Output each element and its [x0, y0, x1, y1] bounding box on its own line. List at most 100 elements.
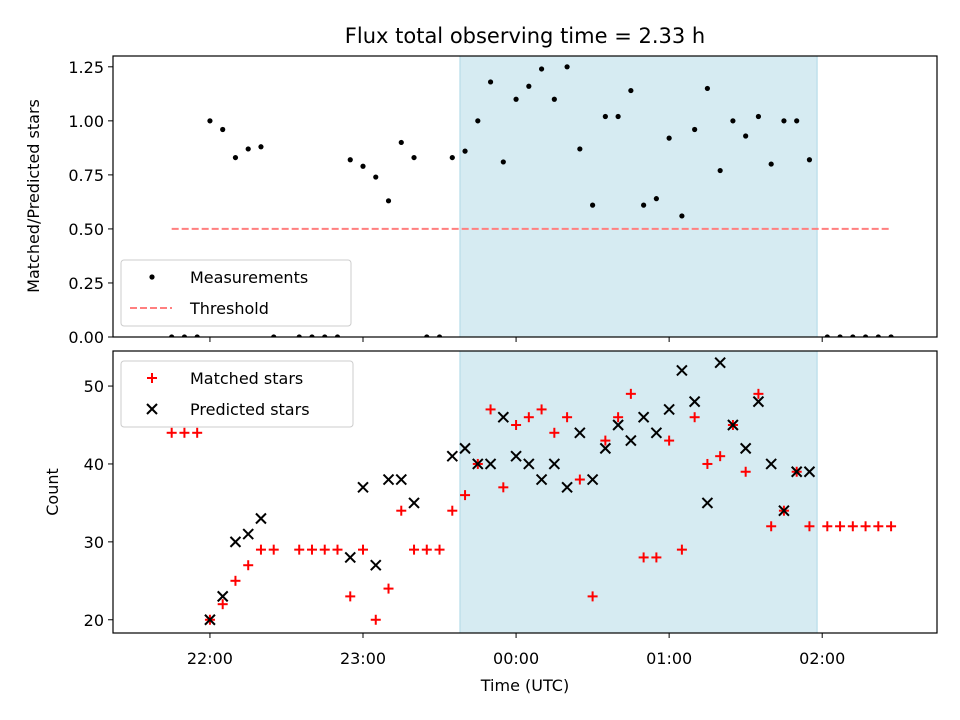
measurement-point: [837, 334, 843, 337]
predicted-stars-stroke: [688, 395, 701, 408]
matched-stars-point: [255, 544, 266, 555]
matched-stars-point: [409, 544, 420, 555]
predicted-stars-stroke: [625, 434, 637, 447]
measurement-point: [207, 118, 213, 124]
measurement-point: [169, 334, 175, 337]
predicted-stars-point: [408, 497, 420, 509]
predicted-stars-point: [204, 614, 216, 626]
measurement-point: [850, 334, 856, 337]
measurement-point: [717, 167, 723, 174]
predicted-stars-point: [752, 395, 765, 408]
measurement-point: [692, 126, 698, 133]
predicted-stars-stroke: [382, 473, 395, 486]
predicted-stars-stroke: [548, 458, 561, 470]
predicted-stars-point: [497, 411, 510, 423]
predicted-stars-stroke: [778, 504, 790, 517]
y-tick-label: 50: [84, 377, 104, 396]
matched-stars-point: [434, 544, 445, 555]
plot-area: [166, 356, 897, 626]
measurement-point: [449, 154, 455, 161]
predicted-stars-stroke: [472, 458, 484, 470]
measurement-point: [730, 118, 736, 124]
measurement-point: [500, 159, 506, 165]
measurement-point: [271, 334, 277, 337]
y-tick-label: 40: [84, 455, 104, 474]
measurement-point: [743, 133, 749, 139]
predicted-stars-stroke: [446, 450, 459, 462]
x-tick-label: 22:00: [187, 649, 233, 668]
measurement-point: [755, 113, 762, 120]
y-tick-label: 20: [84, 611, 104, 630]
matched-stars-point: [370, 614, 381, 625]
measurement-point: [824, 334, 830, 337]
predicted-stars-stroke: [727, 419, 739, 431]
measurement-point: [641, 202, 647, 208]
measurement-point: [538, 66, 545, 72]
matched-stars-point: [600, 435, 611, 446]
predicted-stars-point: [739, 442, 752, 455]
matched-stars-point: [822, 521, 833, 532]
matched-stars-point: [664, 435, 675, 446]
predicted-stars-stroke: [255, 512, 267, 525]
predicted-stars-point: [344, 551, 356, 564]
measurement-point: [628, 87, 634, 94]
matched-stars-point: [230, 575, 241, 586]
y-axis-label-ratio: Matched/Predicted stars: [24, 99, 43, 293]
measurement-point: [794, 118, 800, 124]
matched-stars-point: [740, 466, 751, 477]
predicted-stars-stroke: [395, 473, 407, 486]
measurement-point: [551, 96, 557, 102]
x-axis-label: Time (UTC): [480, 676, 569, 695]
predicted-stars-point: [612, 419, 624, 431]
measurement-point: [475, 118, 481, 124]
measurement-point: [590, 202, 596, 208]
matched-stars-point: [804, 521, 815, 532]
predicted-stars-point: [765, 458, 777, 470]
measurement-point: [296, 334, 302, 337]
matched-stars-point: [523, 412, 534, 423]
x-tick-label: 00:00: [493, 649, 539, 668]
predicted-stars-stroke: [752, 395, 765, 408]
matched-stars-point: [536, 404, 547, 415]
x-tick-label: 23:00: [340, 649, 386, 668]
legend-label: Matched stars: [190, 369, 303, 388]
matched-stars-point: [217, 599, 228, 610]
measurement-point: [526, 83, 532, 89]
measurement-point: [564, 64, 570, 70]
predicted-stars-stroke: [739, 442, 752, 455]
plot-area: [169, 64, 894, 337]
measurement-point: [334, 334, 341, 337]
predicted-stars-point: [688, 395, 701, 408]
matched-stars-point: [319, 544, 330, 555]
matched-stars-point: [192, 427, 203, 438]
y-tick-label: 30: [84, 533, 104, 552]
matched-stars-point: [549, 427, 560, 438]
ratio-panel: 0.00 0.25 0.50 0.75 1.00 1.25 Measurements Thre…: [68, 55, 938, 347]
measurement-point: [424, 334, 430, 337]
legend-label: Predicted stars: [190, 400, 310, 419]
matched-stars-point: [383, 583, 394, 594]
predicted-stars-stroke: [523, 458, 535, 470]
predicted-stars-point: [778, 504, 790, 517]
measurement-point: [666, 135, 672, 141]
legend-box: [120, 360, 354, 428]
measurement-point: [411, 154, 417, 161]
matched-stars-point: [243, 560, 254, 571]
predicted-stars-stroke: [574, 427, 586, 439]
matched-stars-point: [485, 404, 496, 415]
matched-stars-point: [421, 544, 432, 555]
predicted-stars-stroke: [510, 450, 522, 462]
predicted-stars-stroke: [535, 473, 548, 486]
measurement-point: [768, 161, 774, 167]
y-tick-label: 0.00: [68, 328, 104, 347]
predicted-stars-point: [242, 528, 254, 540]
legend: Measurements Threshold: [120, 259, 352, 327]
predicted-stars-point: [216, 590, 229, 603]
measurement-point: [888, 334, 894, 337]
matched-stars-point: [847, 521, 858, 532]
predicted-stars-stroke: [204, 614, 216, 626]
legend-box: [120, 259, 352, 327]
matched-stars-point: [766, 521, 777, 532]
measurement-point: [245, 146, 251, 152]
